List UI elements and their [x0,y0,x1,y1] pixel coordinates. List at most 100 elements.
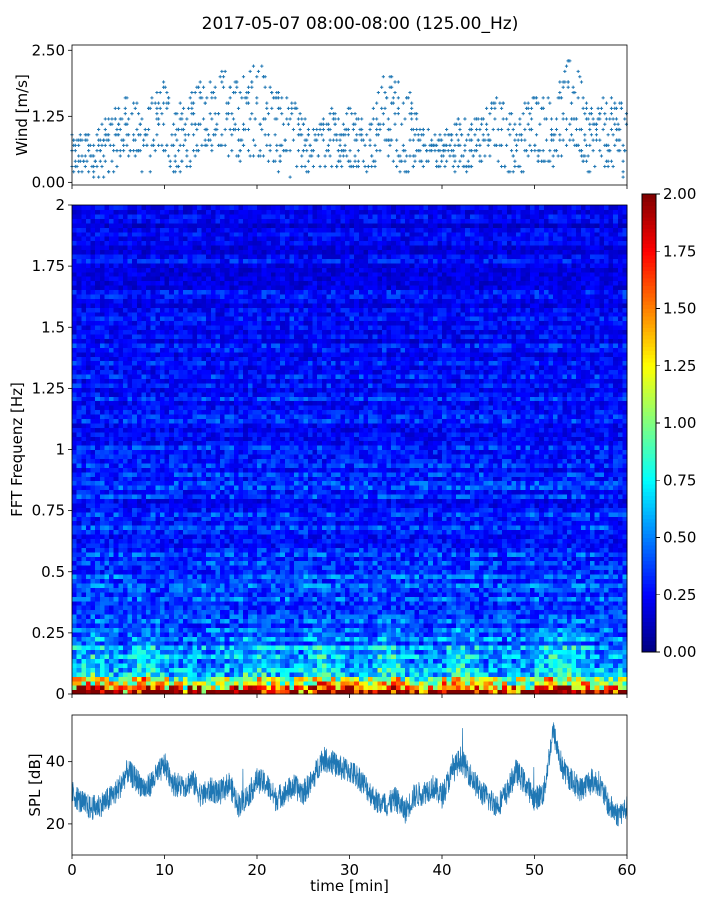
spectrogram-cell [210,658,216,664]
spectrogram-cell [146,622,152,628]
spectrogram-cell [196,325,203,331]
spectrogram-cell [220,658,226,664]
spectrogram-cell [122,573,129,580]
wind-point [233,127,237,132]
spectrogram-cell [178,396,184,402]
spectrogram-cell [229,498,235,504]
spectrogram-cell [72,253,78,259]
spectrogram-cell [215,293,221,299]
spectrogram-cell [90,369,96,375]
spectrogram-cell [178,333,184,339]
wind-point [300,164,304,169]
spectrogram-cell [201,258,207,264]
spectrogram-cell [206,502,212,508]
spectrogram-cell [183,396,189,402]
spectrogram-cell [150,298,156,304]
spectrogram-cell [146,445,152,451]
spectrogram-cell [113,271,119,277]
spectrogram-cell [136,413,142,419]
spectrogram-cell [215,462,221,468]
spectrogram-cell [104,382,110,388]
spectrogram-cell [122,560,129,566]
spectrogram-cell [127,600,133,606]
spectrogram-cell [159,662,166,668]
spectrogram-cell [220,338,226,344]
spectrogram-cell [164,267,170,273]
spectrogram-cell [109,218,115,224]
spectrogram-cell [215,382,221,388]
spectrogram-cell [95,485,101,491]
spectrogram-cell [183,387,189,393]
spectrogram-cell [104,205,110,211]
spectrogram-cell [90,258,96,264]
spectrogram-cell [81,565,87,571]
spectrogram-cell [178,413,184,419]
spectrogram-cell [192,347,198,353]
spectrogram-cell [150,240,156,246]
spectrogram-cell [81,551,87,557]
spectrogram-cell [113,587,119,593]
spectrogram-cell [150,467,156,473]
spectrogram-cell [76,573,82,580]
spectrogram-cell [95,498,101,504]
spectrogram-cell [90,476,96,482]
spectrogram-cell [122,240,129,246]
spectrogram-cell [192,462,198,468]
spectrogram-cell [206,205,212,211]
spectrogram-cell [150,436,156,442]
spectrogram-cell [150,627,156,633]
spectrogram-cell [210,422,216,428]
spectrogram-cell [215,538,221,544]
spectrogram-cell [210,240,216,246]
spectrogram-cell [173,685,179,691]
spectrogram-cell [150,365,156,371]
spectrogram-cell [215,502,221,508]
spectrogram-cell [109,365,115,371]
spectrogram-cell [118,560,124,566]
spectrogram-cell [159,293,166,299]
spectrogram-cell [206,556,212,562]
spectrogram-cell [85,667,92,673]
spectrogram-cell [183,369,189,375]
spectrogram-cell [159,209,166,215]
spectrogram-cell [201,276,207,282]
spectrogram-cell [150,631,156,637]
wind-point [240,138,244,142]
spectrogram-cell [85,222,92,228]
spectrogram-cell [109,382,115,388]
spectrogram-cell [90,365,96,371]
spectrogram-cell [196,431,203,437]
spectrogram-cell [104,320,110,326]
spectrogram-cell [109,325,115,331]
spectrogram-cell [136,649,142,655]
spectrogram-cell [164,325,170,331]
spectrogram-cell [109,511,115,517]
spectrogram-cell [206,231,212,237]
spectrogram-cell [141,418,147,424]
spectrogram-cell [169,289,175,295]
spectrogram-cell [159,240,166,246]
spectrogram-cell [210,640,216,646]
spectrogram-cell [104,667,110,673]
spectrogram-cell [95,609,101,615]
spectrogram-cell [81,325,87,331]
spectrogram-cell [113,582,119,588]
spectrogram-cell [90,636,96,642]
spectrogram-cell [113,280,119,286]
spectrogram-cell [113,622,119,628]
spectrogram-cell [164,489,170,495]
spectrogram-cell [146,645,152,651]
spectrogram-cell [76,440,82,446]
wind-point [166,96,171,100]
spectrogram-cell [146,636,152,642]
spectrogram-cell [159,476,166,482]
spectrogram-cell [141,205,147,211]
spectrogram-cell [206,471,212,477]
spectrogram-cell [113,538,119,544]
spectrogram-cell [141,556,147,562]
spectrogram-cell [118,240,124,246]
spectrogram-cell [169,378,175,384]
spectrogram-cell [210,409,216,415]
spectrogram-cell [196,502,203,508]
spectrogram-cell [90,658,96,664]
